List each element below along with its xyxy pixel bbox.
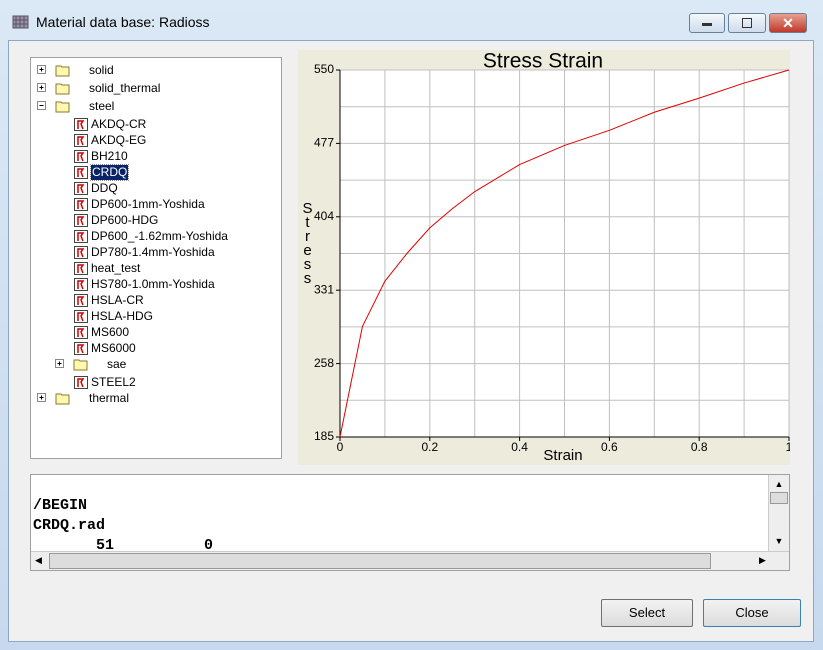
material-label[interactable]: MS6000 <box>91 341 136 355</box>
folder-icon[interactable] <box>36 391 76 405</box>
y-tick-label: 477 <box>314 136 334 150</box>
material-label[interactable]: STEEL2 <box>91 375 136 389</box>
material-label[interactable]: CRDQ <box>89 164 130 181</box>
text-line: 51 0 <box>33 537 214 554</box>
material-icon <box>74 118 88 131</box>
material-icon <box>74 342 88 355</box>
data-line <box>339 69 790 438</box>
material-icon <box>74 214 88 227</box>
material-icon <box>74 134 88 147</box>
chart-title: Stress Strain <box>483 50 603 73</box>
folder-icon[interactable] <box>36 63 76 77</box>
y-tick-label: 404 <box>314 209 334 223</box>
text-area: ▲ ▼ ◀ ▶ /BEGIN CRDQ.rad 51 0 <box>30 474 790 571</box>
material-label[interactable]: BH210 <box>91 149 128 163</box>
x-tick-label: 0.2 <box>421 440 438 454</box>
material-icon <box>74 182 88 195</box>
close-window-button[interactable]: ✕ <box>769 13 807 33</box>
material-label[interactable]: DP600-HDG <box>91 213 159 227</box>
select-button[interactable]: Select <box>601 599 693 627</box>
x-tick-label: 0.8 <box>691 440 708 454</box>
x-tick-label: 0.4 <box>511 440 528 454</box>
close-button[interactable]: Close <box>703 599 801 627</box>
horizontal-scrollbar[interactable]: ◀ ▶ <box>31 551 789 570</box>
material-icon <box>74 310 88 323</box>
x-tick-label: 0.6 <box>601 440 618 454</box>
folder-label[interactable]: solid_thermal <box>89 81 161 95</box>
chart-panel: 185 258 331 404 477 550 0 0.2 0.4 0.6 0.8 1 Stress S… <box>298 50 793 465</box>
material-icon <box>74 278 88 291</box>
x-axis-label: Strain <box>543 447 582 464</box>
y-tick-label: 331 <box>314 282 334 296</box>
material-icon <box>74 198 88 211</box>
y-axis-label: Stress <box>299 200 316 284</box>
window-title: Material data base: Radioss <box>36 14 210 30</box>
app-icon <box>12 15 29 29</box>
chart: 185 258 331 404 477 550 0 0.2 0.4 0.6 0.8 1 Stress S… <box>314 50 793 464</box>
folder-label[interactable]: sae <box>107 357 127 371</box>
material-label[interactable]: HSLA-HDG <box>91 309 154 323</box>
material-label[interactable]: AKDQ-CR <box>91 117 147 131</box>
material-icon <box>74 150 88 163</box>
material-label[interactable]: AKDQ-EG <box>91 133 147 147</box>
material-label[interactable]: HSLA-CR <box>91 293 144 307</box>
material-icon <box>74 326 88 339</box>
y-tick-label: 185 <box>314 429 334 443</box>
folder-icon[interactable] <box>36 99 76 113</box>
y-tick-label: 550 <box>314 62 334 76</box>
folder-icon[interactable] <box>36 81 76 95</box>
material-label[interactable]: DP600_-1.62mm-Yoshida <box>91 229 228 243</box>
material-icon <box>74 246 88 259</box>
material-label[interactable]: DP780-1.4mm-Yoshida <box>91 245 215 259</box>
material-icon <box>74 230 88 243</box>
text-line: /BEGIN <box>33 497 88 514</box>
material-label[interactable]: heat_test <box>91 261 141 275</box>
folder-label[interactable]: thermal <box>89 391 130 405</box>
material-icon <box>74 166 88 179</box>
material-icon <box>74 376 88 389</box>
folder-label[interactable]: steel <box>89 99 115 113</box>
material-label[interactable]: HS780-1.0mm-Yoshida <box>91 277 215 291</box>
vertical-scrollbar[interactable]: ▲ ▼ <box>768 475 789 553</box>
material-label[interactable]: DP600-1mm-Yoshida <box>91 197 205 211</box>
material-label[interactable]: DDQ <box>91 181 118 195</box>
x-tick-label: 0 <box>337 440 344 454</box>
folder-label[interactable]: solid <box>89 63 114 77</box>
x-tick-label: 1 <box>786 440 790 454</box>
minimize-button[interactable] <box>689 13 725 33</box>
material-icon <box>74 294 88 307</box>
y-tick-label: 258 <box>314 356 334 370</box>
material-icon <box>74 262 88 275</box>
material-label[interactable]: MS600 <box>91 325 130 339</box>
folder-icon[interactable] <box>54 357 94 371</box>
text-line: CRDQ.rad <box>33 517 106 534</box>
maximize-button[interactable] <box>728 13 766 33</box>
